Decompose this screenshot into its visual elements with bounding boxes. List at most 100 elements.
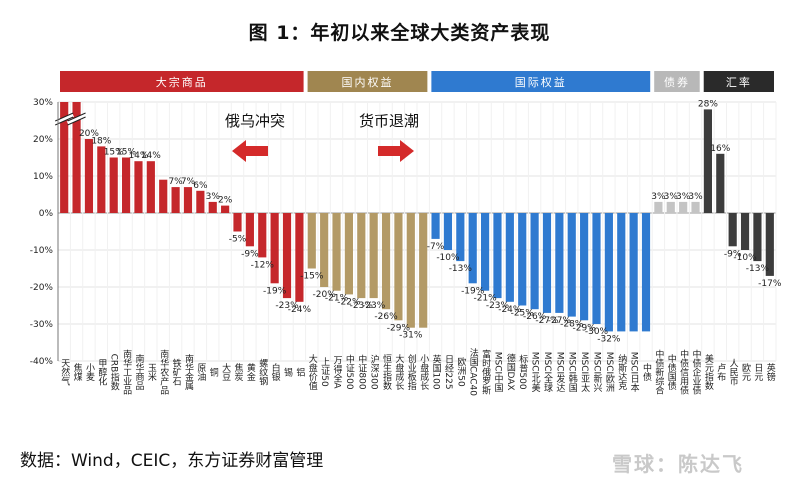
data-label: 20%	[79, 129, 99, 139]
bar	[753, 213, 762, 262]
data-label: 18%	[91, 136, 111, 146]
x-tick-label: 中证500	[344, 353, 355, 390]
y-tick-label: 20%	[33, 135, 53, 145]
y-tick-label: 10%	[33, 172, 53, 182]
x-tick-label: 天然气	[59, 359, 70, 386]
x-tick-label: 恒生指数	[381, 353, 392, 391]
x-tick-label: MSCI亚太	[579, 352, 590, 393]
x-tick-label: 日经225	[443, 354, 454, 389]
data-label: 3%	[651, 192, 666, 202]
axis-break-mark	[67, 112, 86, 122]
annotation-text: 货币退潮	[359, 112, 419, 130]
bar	[406, 213, 415, 328]
data-label: -7%	[427, 242, 445, 252]
bar	[617, 213, 626, 332]
data-label: -10%	[436, 253, 460, 263]
bar	[357, 213, 366, 299]
bar	[84, 139, 94, 213]
bar	[381, 213, 391, 310]
data-label: 28%	[698, 99, 718, 109]
x-tick-label: 美元指数	[703, 353, 714, 391]
data-label: 15%	[104, 148, 124, 158]
annotation-text: 俄乌冲突	[225, 112, 285, 130]
x-tick-label: MSCI北美	[530, 352, 541, 393]
data-label: -20%	[313, 290, 337, 300]
bar	[72, 102, 81, 213]
axis-break-mark	[66, 113, 87, 125]
bar	[629, 213, 638, 332]
bar	[196, 190, 205, 213]
bar	[728, 213, 737, 247]
bar	[221, 205, 230, 213]
data-label: -26%	[523, 312, 547, 322]
data-label: -26%	[374, 312, 398, 322]
bar	[171, 187, 180, 213]
bar	[716, 153, 725, 213]
data-label: -24%	[288, 305, 312, 315]
data-label: 16%	[710, 144, 730, 154]
y-tick-label: -20%	[30, 283, 54, 293]
x-tick-label: MSCI新兴	[592, 352, 603, 393]
x-tick-label: 人民币	[728, 358, 739, 386]
data-label: 6%	[193, 181, 208, 191]
x-tick-label: 白银	[270, 362, 281, 382]
x-tick-label: 纳斯达克	[616, 353, 627, 391]
x-tick-label: 法国CAC40	[468, 347, 479, 396]
grid-layer	[57, 101, 777, 362]
x-tick-label: 沪深300	[369, 353, 380, 390]
data-label: 7%	[181, 177, 196, 187]
data-label: -19%	[461, 286, 485, 296]
x-tick-label: 焦煤	[72, 362, 83, 382]
bar	[208, 201, 217, 213]
x-tick-label: MSCI韩国	[567, 352, 578, 393]
annotation-layer: 俄乌冲突 货币退潮	[225, 112, 419, 162]
data-label: -15%	[300, 272, 324, 282]
y-tick-label: -10%	[30, 246, 54, 256]
data-label: -23%	[486, 301, 510, 311]
x-tick-label: 中债	[641, 362, 652, 382]
bar	[765, 213, 774, 276]
group-header-3	[654, 71, 700, 92]
x-tick-label: 原油	[195, 363, 206, 382]
bar	[320, 213, 329, 287]
bar-layer	[54, 102, 774, 332]
x-tick-label: 欧洲50	[455, 356, 466, 387]
x-tick-label: 创业板指	[406, 353, 417, 391]
bar	[369, 213, 378, 299]
x-tick-label: 中债国债	[666, 353, 677, 391]
data-label: 7%	[168, 177, 183, 187]
x-tick-label: 南华农产品	[158, 348, 169, 395]
bar	[60, 102, 69, 213]
data-label: -25%	[511, 309, 535, 319]
bar	[146, 161, 155, 213]
bar	[97, 146, 106, 213]
x-tick-label: 欧元	[740, 362, 751, 382]
bar	[493, 213, 502, 299]
data-label: 3%	[688, 192, 703, 202]
bar	[258, 213, 267, 258]
bar	[245, 213, 254, 247]
bar	[468, 213, 477, 284]
data-label: -31%	[399, 331, 423, 341]
y-axis: -40% -30% -20% -10% 0% 10% 20% 30%	[30, 98, 59, 367]
x-tick-label: MSCI发达	[554, 352, 565, 392]
x-tick-label: 中债新综合	[653, 348, 664, 395]
data-label: -12%	[251, 260, 275, 270]
y-tick-label: -30%	[30, 320, 54, 330]
x-tick-label: 大盘价值	[307, 353, 318, 390]
bar	[394, 213, 403, 321]
x-tick-label: 英镑	[765, 362, 776, 382]
data-label: -13%	[449, 264, 473, 274]
data-label: -29%	[387, 323, 411, 333]
chart-title: 图 1：年初以来全球大类资产表现	[248, 22, 551, 44]
x-tick-label: 铁矿石	[171, 357, 182, 386]
data-label: 3%	[206, 192, 221, 202]
bar	[332, 213, 341, 291]
left-arrow-icon	[232, 140, 268, 162]
x-tick-label: 小麦	[84, 363, 95, 382]
data-label: 3%	[664, 192, 679, 202]
source-note: 数据：Wind，CEIC，东方证券财富管理	[20, 451, 324, 471]
bar	[641, 213, 651, 332]
x-tick-label: 万得全A	[332, 355, 343, 389]
